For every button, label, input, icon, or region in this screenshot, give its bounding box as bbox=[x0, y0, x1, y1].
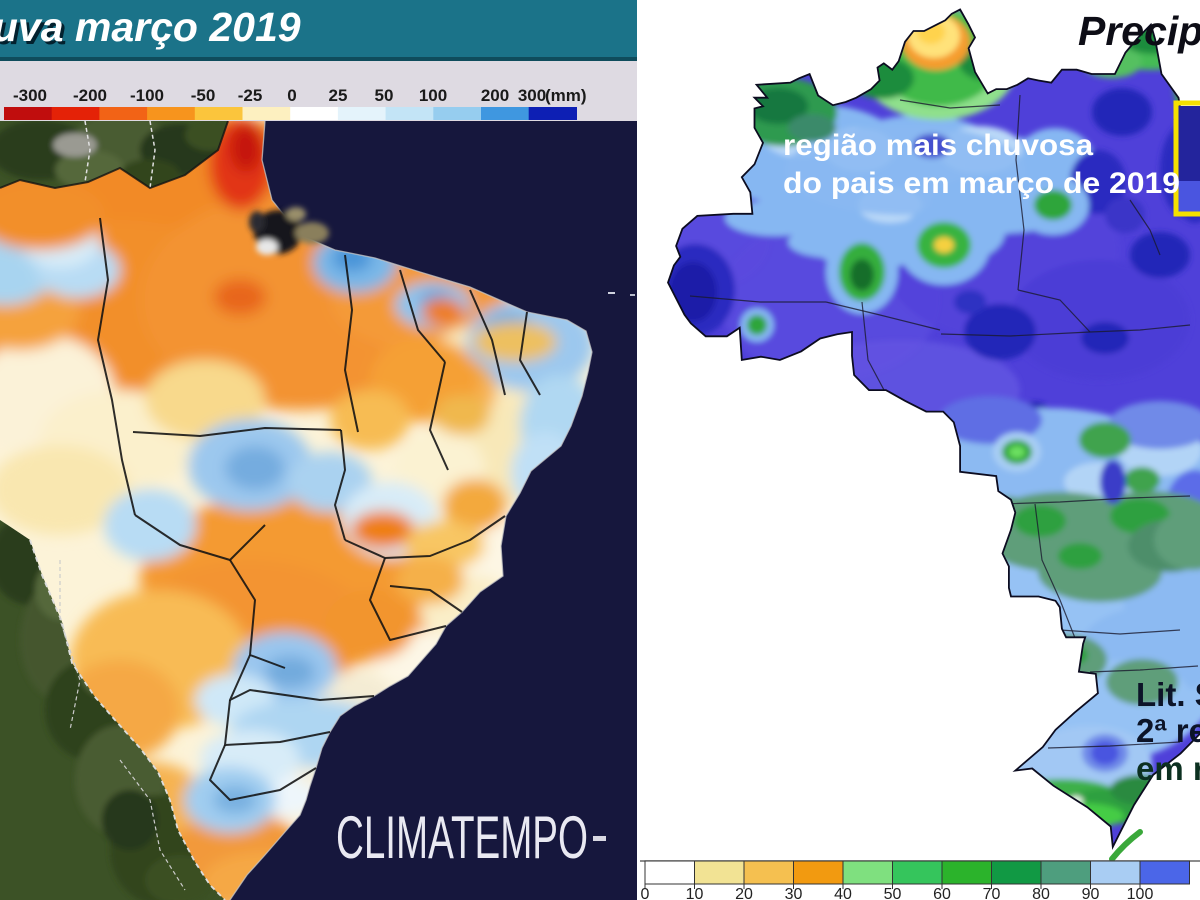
svg-text:0: 0 bbox=[641, 886, 650, 900]
svg-text:em r: em r bbox=[1136, 750, 1200, 787]
svg-text:25: 25 bbox=[329, 86, 348, 105]
svg-text:300: 300 bbox=[518, 86, 546, 105]
svg-text:CLIMATEMPO: CLIMATEMPO bbox=[336, 804, 588, 871]
svg-text:100: 100 bbox=[419, 86, 447, 105]
svg-text:Lit. S: Lit. S bbox=[1136, 676, 1200, 713]
svg-text:20: 20 bbox=[735, 886, 753, 900]
svg-text:chuva: chuva bbox=[0, 7, 67, 53]
svg-text:50: 50 bbox=[884, 886, 902, 900]
svg-text:2ª re: 2ª re bbox=[1136, 712, 1200, 749]
svg-text:100: 100 bbox=[1127, 886, 1154, 900]
svg-text:70: 70 bbox=[983, 886, 1001, 900]
svg-text:-25: -25 bbox=[238, 86, 263, 105]
svg-text:-50: -50 bbox=[191, 86, 216, 105]
svg-text:10: 10 bbox=[686, 886, 704, 900]
svg-text:60: 60 bbox=[933, 886, 951, 900]
svg-text:40: 40 bbox=[834, 886, 852, 900]
svg-text:-100: -100 bbox=[130, 86, 164, 105]
svg-text:50: 50 bbox=[375, 86, 394, 105]
svg-text:Precip: Precip bbox=[1078, 8, 1200, 54]
svg-text:do pais em março de 2019: do pais em março de 2019 bbox=[783, 167, 1180, 200]
svg-text:30: 30 bbox=[785, 886, 803, 900]
svg-text:região mais chuvosa: região mais chuvosa bbox=[783, 129, 1093, 162]
svg-text:90: 90 bbox=[1082, 886, 1100, 900]
svg-text:chuva março 2019: chuva março 2019 bbox=[0, 4, 301, 50]
svg-text:(mm): (mm) bbox=[545, 86, 587, 105]
svg-text:-300: -300 bbox=[13, 86, 47, 105]
svg-text:200: 200 bbox=[481, 86, 509, 105]
svg-text:0: 0 bbox=[287, 86, 296, 105]
svg-text:-200: -200 bbox=[73, 86, 107, 105]
svg-text:80: 80 bbox=[1032, 886, 1050, 900]
